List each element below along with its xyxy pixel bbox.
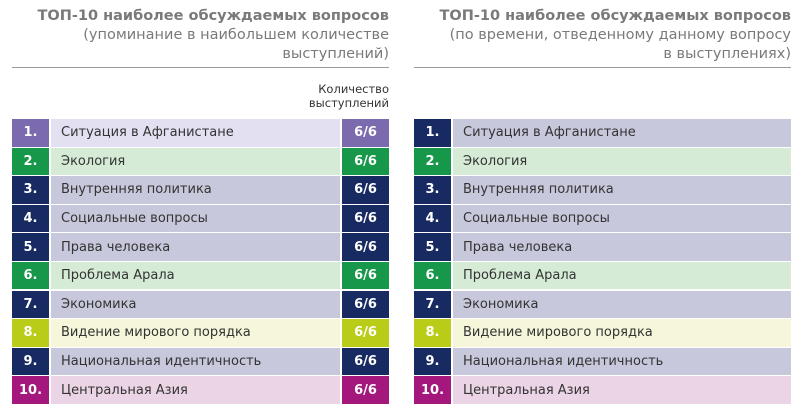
table-row: 5. Права человека [414,233,791,261]
table-row: 5. Права человека 6/6 [12,233,389,261]
speech-count: 6/6 [342,147,389,176]
table-row: 10. Центральная Азия [414,376,791,404]
count-column-header: Количество выступлений [12,82,389,112]
left-subtitle-line2: выступлений) [282,46,389,62]
topic-label: Ситуация в Афганистане [453,119,791,147]
table-row: 6. Проблема Арала [414,261,791,290]
rank-number: 5. [414,233,451,261]
speech-count: 6/6 [342,261,389,290]
rank-number: 3. [414,176,451,204]
topic-label: Центральная Азия [453,376,791,404]
speech-count: 6/6 [342,233,389,261]
speech-count: 6/6 [342,376,389,404]
table-row: 1. Ситуация в Афганистане 6/6 [12,119,389,147]
table-row: 7. Экономика 6/6 [12,290,389,319]
rank-number: 2. [12,147,49,176]
rank-number: 10. [12,376,49,404]
topic-label: Социальные вопросы [51,204,340,233]
table-row: 9. Национальная идентичность [414,347,791,376]
speech-count: 6/6 [342,319,389,347]
table-row: 10. Центральная Азия 6/6 [12,376,389,404]
topic-label: Экономика [453,290,791,319]
topic-label: Проблема Арала [51,261,340,290]
rank-number: 6. [414,261,451,290]
rank-number: 9. [12,347,49,376]
topic-label: Ситуация в Афганистане [51,119,340,147]
table-row: 2. Экология [414,147,791,176]
rank-number: 1. [12,119,49,147]
table-row: 7. Экономика [414,290,791,319]
topic-label: Внутренняя политика [453,176,791,204]
left-heading: ТОП-10 наиболее обсуждаемых вопросов (уп… [12,0,389,68]
speech-count: 6/6 [342,204,389,233]
right-heading: ТОП-10 наиболее обсуждаемых вопросов (по… [414,0,791,68]
table-row: 4. Социальные вопросы 6/6 [12,204,389,233]
topic-label: Видение мирового порядка [453,319,791,347]
table-row: 8. Видение мирового порядка 6/6 [12,319,389,347]
table-row: 3. Внутренняя политика 6/6 [12,176,389,204]
right-subtitle-line2: в выступлениях) [663,46,791,62]
right-ranking-panel: ТОП-10 наиболее обсуждаемых вопросов (по… [414,0,791,404]
topic-label: Национальная идентичность [51,347,340,376]
rank-number: 4. [414,204,451,233]
topic-label: Национальная идентичность [453,347,791,376]
count-header-line2: выступлений [308,96,389,110]
rank-number: 8. [12,319,49,347]
rank-number: 10. [414,376,451,404]
right-title: ТОП-10 наиболее обсуждаемых вопросов [439,8,791,24]
rank-number: 8. [414,319,451,347]
topic-label: Экология [51,147,340,176]
table-row: 6. Проблема Арала 6/6 [12,261,389,290]
left-ranking-table: 1. Ситуация в Афганистане 6/6 2. Экология 6/6… [12,119,389,405]
right-subtitle-line1: (по времени, отведенному данному вопросу [449,27,791,43]
right-ranking-table: 1. Ситуация в Афганистане 2. Экология 3. Внут… [414,119,791,405]
left-title: ТОП-10 наиболее обсуждаемых вопросов [37,8,389,24]
rank-number: 3. [12,176,49,204]
speech-count: 6/6 [342,290,389,319]
topic-label: Экология [453,147,791,176]
rank-number: 7. [12,290,49,319]
count-header-line1: Количество [318,82,389,96]
rank-number: 1. [414,119,451,147]
rank-number: 2. [414,147,451,176]
speech-count: 6/6 [342,119,389,147]
topic-label: Экономика [51,290,340,319]
table-row: 8. Видение мирового порядка [414,319,791,347]
table-row: 1. Ситуация в Афганистане [414,119,791,147]
topic-label: Видение мирового порядка [51,319,340,347]
table-row: 9. Национальная идентичность 6/6 [12,347,389,376]
topic-label: Социальные вопросы [453,204,791,233]
left-subtitle-line1: (упоминание в наибольшем количестве [83,27,389,43]
rank-number: 7. [414,290,451,319]
topic-label: Проблема Арала [453,261,791,290]
speech-count: 6/6 [342,347,389,376]
speech-count: 6/6 [342,176,389,204]
rank-number: 6. [12,261,49,290]
table-row: 3. Внутренняя политика [414,176,791,204]
table-row: 2. Экология 6/6 [12,147,389,176]
left-ranking-panel: ТОП-10 наиболее обсуждаемых вопросов (уп… [12,0,389,404]
topic-label: Права человека [51,233,340,261]
rank-number: 9. [414,347,451,376]
rank-number: 4. [12,204,49,233]
table-row: 4. Социальные вопросы [414,204,791,233]
topic-label: Центральная Азия [51,376,340,404]
rank-number: 5. [12,233,49,261]
topic-label: Права человека [453,233,791,261]
topic-label: Внутренняя политика [51,176,340,204]
